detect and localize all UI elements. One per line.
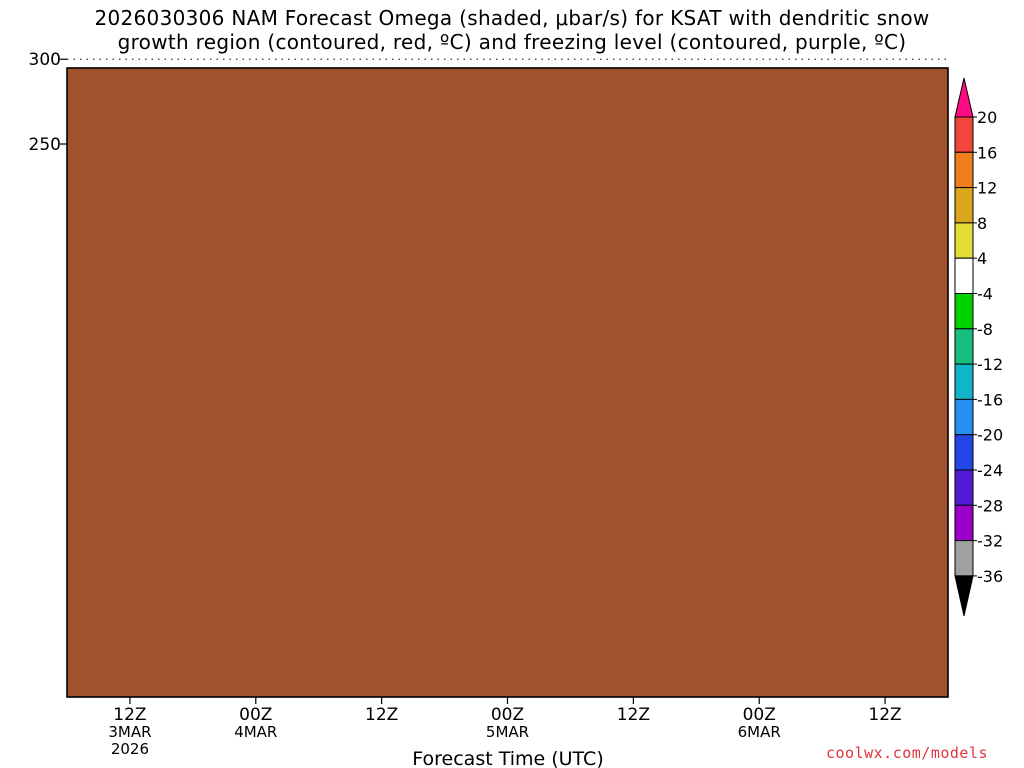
colorbar-label-1: 16 [977,143,997,162]
colorbar-segment-1 [954,116,974,153]
x-date-label-3-0: 5MAR [486,723,529,741]
y-axis: 2503003504004505005506006507007508008509… [29,50,67,155]
colorbar-segment-5 [954,257,974,295]
x-tick-label-4: 12Z [617,705,650,725]
x-date-label-0-1: 2026 [111,740,149,758]
colorbar-label-11: -28 [977,496,1003,515]
title-line-1: 2026030306 NAM Forecast Omega (shaded, μ… [94,6,930,30]
title-line-2: growth region (contoured, red, ºC) and f… [117,30,907,54]
x-date-label-5-0: 6MAR [738,723,781,741]
colorbar-label-12: -32 [977,532,1003,551]
colorbar-label-7: -12 [977,355,1003,374]
colorbar-label-13: -36 [977,567,1003,586]
x-tick-label-5: 00Z [743,705,776,725]
colorbar-label-8: -16 [977,390,1003,409]
colorbar-segment-11 [954,469,974,506]
x-tick-label-3: 00Z [491,705,524,725]
colorbar-segment-2 [954,151,974,189]
colorbar-segment-13 [954,540,974,577]
colorbar-segment-3 [954,187,974,224]
colorbar-label-10: -24 [977,461,1003,480]
colorbar-segment-14 [954,575,974,617]
colorbar-segment-7 [954,328,974,365]
ground-fill [67,68,948,697]
colorbar-label-2: 12 [977,179,997,198]
x-tick-label-2: 12Z [365,705,398,725]
colorbar-label-4: 4 [977,249,987,268]
plot-layers: -18-18-18-12-12-12000 [67,68,948,697]
ground-layer [67,68,948,697]
colorbar-segment-12 [954,504,974,542]
colorbar-label-5: -4 [977,285,993,304]
colorbar-segment-6 [954,293,974,330]
y-tick-label-250: 250 [29,135,61,155]
x-tick-label-0: 12Z [113,705,146,725]
colorbar-segment-4 [954,222,974,259]
colorbar: 20 16 12 8 4 -4 -8 -12 -16 -20 -24 -28 -32 -36 [954,77,1003,617]
colorbar-label-9: -20 [977,426,1003,445]
colorbar-segment-0 [954,77,974,118]
x-tick-label-1: 00Z [239,705,272,725]
y-tick-label-300: 300 [29,50,61,70]
colorbar-label-3: 8 [977,214,987,233]
colorbar-segment-9 [954,398,974,436]
x-date-label-0-0: 3MAR [108,723,151,741]
x-axis-label: Forecast Time (UTC) [412,748,603,768]
x-date-label-1-0: 4MAR [234,723,277,741]
credit-text[interactable]: coolwx.com/models [826,744,989,762]
colorbar-label-0: 20 [977,108,997,127]
colorbar-segment-8 [954,363,974,400]
colorbar-label-6: -8 [977,320,993,339]
chart-title: 2026030306 NAM Forecast Omega (shaded, μ… [0,6,1024,54]
colorbar-segment-10 [954,434,974,471]
x-tick-label-6: 12Z [868,705,901,725]
